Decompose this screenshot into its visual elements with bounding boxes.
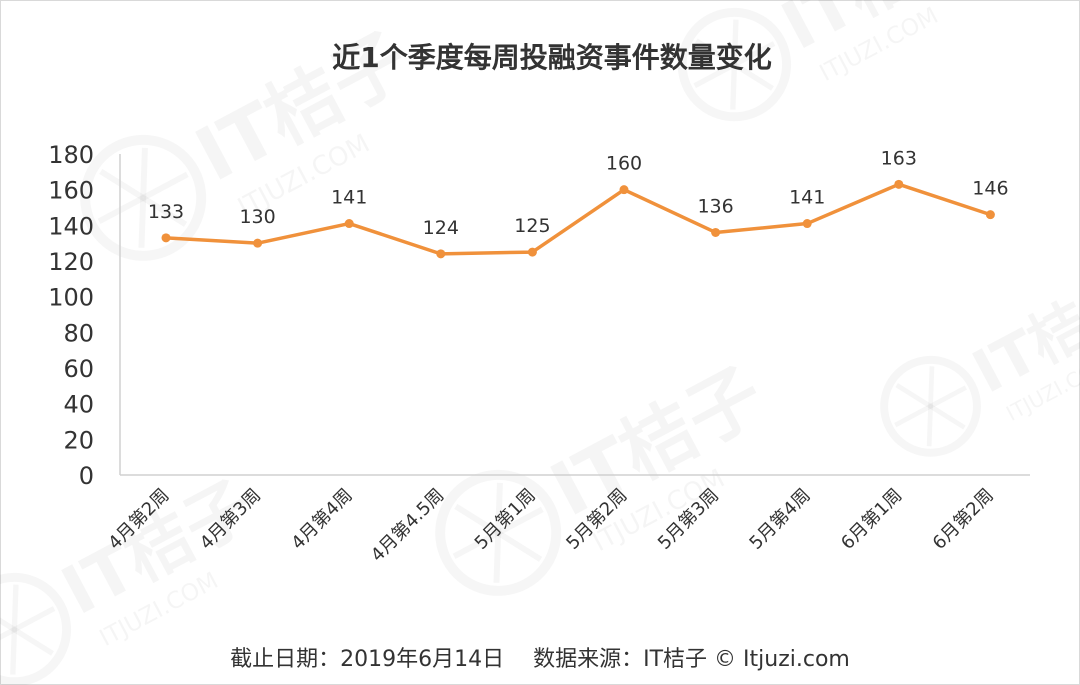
data-label: 146 (972, 178, 1008, 200)
data-label: 141 (789, 187, 825, 209)
y-tick-label: 140 (48, 212, 94, 240)
data-point (802, 219, 812, 229)
data-point (527, 247, 537, 257)
x-tick-label: 5月第4周 (746, 485, 815, 554)
data-point (619, 185, 629, 195)
data-point (253, 238, 263, 248)
series-layer: 133 130 141 124 125 160 136 141 163 146 (148, 147, 1009, 259)
y-tick-label: 0 (79, 462, 94, 490)
chart-title: 近1个季度每周投融资事件数量变化 (332, 41, 771, 74)
x-tick-label: 6月第1周 (837, 485, 906, 554)
data-point (436, 249, 446, 259)
y-axis: 0 20 40 60 80 100 120 140 160 180 (48, 141, 121, 490)
y-tick-label: 60 (63, 355, 94, 383)
data-label: 133 (148, 201, 184, 223)
data-point (894, 179, 904, 189)
footer-source-note: 截止日期：2019年6月14日 数据来源：IT桔子 © Itjuzi.com (230, 647, 850, 672)
data-label: 125 (514, 215, 550, 237)
data-label: 160 (606, 153, 642, 175)
data-point (711, 227, 721, 237)
series-line (164, 182, 993, 256)
data-label: 141 (331, 187, 367, 209)
y-tick-label: 100 (48, 284, 94, 312)
y-tick-label: 20 (63, 426, 94, 454)
y-tick-label: 180 (48, 141, 94, 169)
watermark: IT桔子ITJUZI.COM (868, 254, 1080, 478)
data-label: 136 (697, 195, 733, 217)
y-tick-label: 40 (63, 391, 94, 419)
data-point (161, 233, 171, 243)
y-tick-label: 120 (48, 248, 94, 276)
data-point (985, 210, 995, 220)
y-tick-label: 160 (48, 177, 94, 205)
y-tick-label: 80 (63, 319, 94, 347)
x-tick-label: 4月第4周 (288, 485, 357, 554)
watermark: IT桔子ITJUZI.COM (420, 343, 793, 623)
data-label: 124 (423, 217, 459, 239)
data-label: 130 (239, 206, 275, 228)
data-label: 163 (881, 147, 917, 169)
data-point (344, 219, 354, 229)
x-tick-label: 6月第2周 (929, 485, 998, 554)
